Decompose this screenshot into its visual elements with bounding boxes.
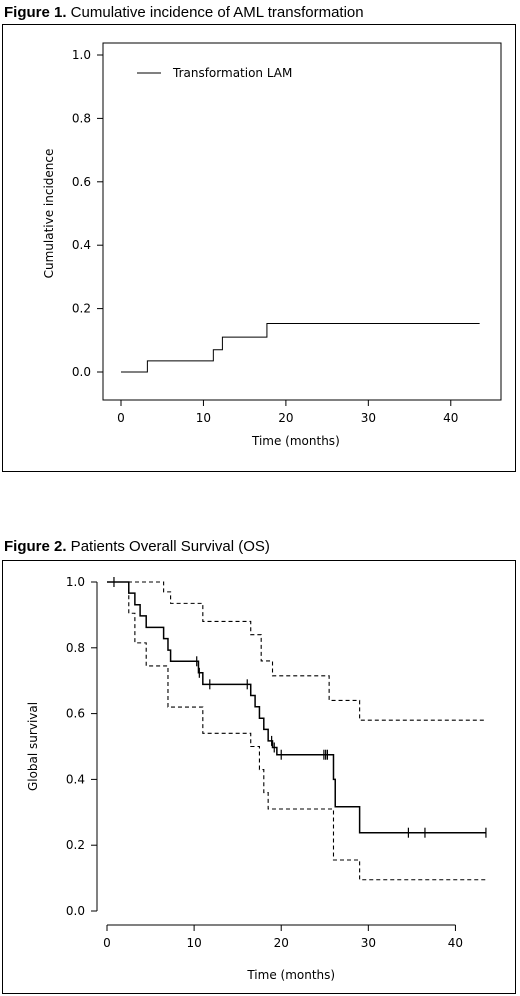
fig1-x-tick-label: 20 [278, 411, 293, 425]
fig2-y-tick-label: 0.8 [66, 641, 85, 655]
fig1-y-tick-label: 1.0 [72, 48, 91, 62]
fig1-x-tick-label: 30 [361, 411, 376, 425]
fig1-y-axis-label: Cumulative incidence [42, 149, 56, 279]
fig1-legend-label: Transformation LAM [172, 66, 292, 80]
figure-1-panel: 0 10 20 30 40 0.0 0.2 0.4 0.6 0.8 1.0 Time (months)… [2, 24, 516, 472]
fig1-y-tick-label: 0.2 [72, 302, 91, 316]
fig1-x-tick-label: 40 [443, 411, 458, 425]
fig2-y-tick-label: 0.6 [66, 707, 85, 721]
fig2-x-tick-label: 10 [186, 936, 201, 950]
fig2-series-line-upper-ci [107, 581, 486, 721]
figure-1-caption: Figure 1. Cumulative incidence of AML tr… [4, 4, 364, 21]
figure-2-panel: 0 10 20 30 40 0.0 0.2 0.4 0.6 0.8 1.0 Time (months)… [2, 560, 516, 994]
fig2-x-tick-label: 0 [103, 936, 111, 950]
fig1-plot-frame [102, 42, 502, 401]
figure-2-chart: 0 10 20 30 40 0.0 0.2 0.4 0.6 0.8 1.0 Time (months)… [26, 575, 487, 982]
fig1-y-tick-label: 0.4 [72, 238, 91, 252]
figure-2-caption: Figure 2. Patients Overall Survival (OS) [4, 538, 270, 555]
fig2-series-line-lower-ci [107, 581, 486, 881]
fig1-x-axis-label: Time (months) [251, 434, 340, 448]
fig1-y-tick-label: 0.0 [72, 365, 91, 379]
fig1-x-tick-label: 0 [117, 411, 125, 425]
fig2-series-line-estimate [107, 581, 486, 834]
fig1-y-tick-label: 0.8 [72, 111, 91, 125]
fig2-y-tick-label: 0.0 [66, 904, 85, 918]
fig2-x-tick-label: 30 [361, 936, 376, 950]
fig2-y-tick-label: 1.0 [66, 575, 85, 589]
figure-1-caption-prefix: Figure 1. [4, 4, 67, 21]
fig2-y-tick-label: 0.2 [66, 838, 85, 852]
figure-1-chart: 0 10 20 30 40 0.0 0.2 0.4 0.6 0.8 1.0 Time (months)… [42, 42, 502, 448]
figure-1-caption-text: Cumulative incidence of AML transformati… [66, 4, 364, 21]
fig2-x-tick-label: 40 [448, 936, 463, 950]
fig1-y-tick-label: 0.6 [72, 175, 91, 189]
figure-2-caption-prefix: Figure 2. [4, 538, 67, 555]
fig2-x-tick-label: 20 [274, 936, 289, 950]
fig2-x-axis-label: Time (months) [246, 968, 335, 982]
fig1-series-line-series0 [121, 322, 480, 373]
fig1-x-tick-label: 10 [196, 411, 211, 425]
fig2-y-axis-label: Global survival [26, 702, 40, 791]
fig2-y-tick-label: 0.4 [66, 772, 85, 786]
figure-2-caption-text: Patients Overall Survival (OS) [66, 538, 270, 555]
